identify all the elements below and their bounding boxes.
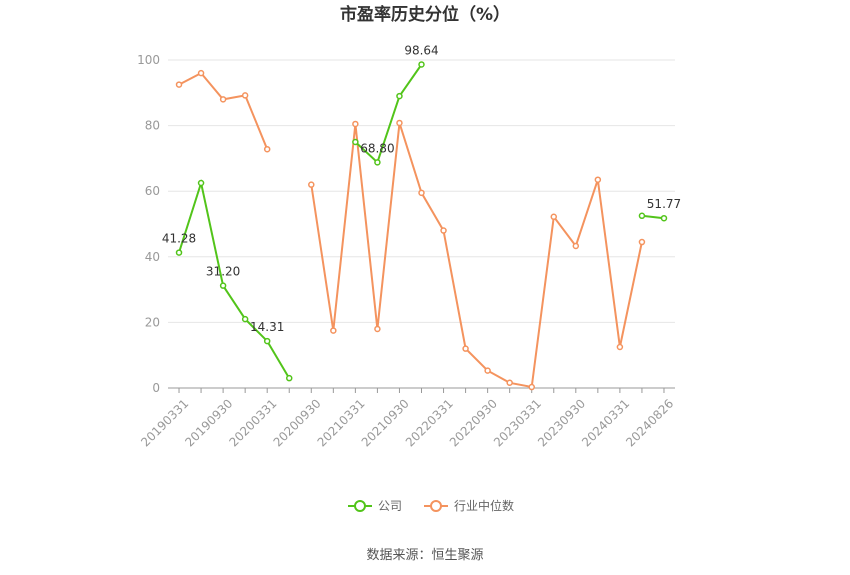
legend-label: 行业中位数 bbox=[454, 498, 514, 513]
data-point bbox=[175, 249, 183, 256]
data-point bbox=[484, 367, 491, 374]
data-point bbox=[638, 238, 646, 246]
data-label: 51.77 bbox=[647, 197, 681, 211]
y-tick-label: 40 bbox=[145, 250, 160, 264]
series-line bbox=[641, 214, 665, 220]
data-point bbox=[263, 145, 271, 153]
series-line bbox=[178, 179, 291, 379]
series-line bbox=[310, 122, 643, 389]
y-axis: 0 20 40 60 80 100 bbox=[137, 53, 160, 395]
data-point bbox=[462, 345, 469, 352]
data-label: 68.80 bbox=[360, 141, 394, 155]
data-point bbox=[330, 327, 337, 334]
data-point bbox=[197, 179, 205, 187]
data-point bbox=[528, 383, 535, 391]
data-point bbox=[219, 96, 227, 103]
data-label: 31.20 bbox=[206, 265, 240, 279]
data-point bbox=[440, 227, 447, 234]
data-point bbox=[197, 69, 205, 77]
chart-title: 市盈率历史分位（%） bbox=[340, 4, 510, 25]
data-point bbox=[241, 315, 249, 323]
legend-marker bbox=[354, 500, 366, 512]
data-point bbox=[396, 119, 403, 127]
legend-marker bbox=[430, 500, 442, 512]
series-line bbox=[178, 71, 269, 150]
legend-item[interactable]: 行业中位数 bbox=[424, 498, 514, 513]
y-tick-label: 80 bbox=[145, 119, 160, 133]
series-group bbox=[175, 61, 668, 391]
data-point bbox=[285, 374, 293, 382]
data-point bbox=[352, 120, 359, 128]
x-tick-label: 20240826 bbox=[623, 396, 676, 449]
data-point bbox=[572, 242, 580, 250]
data-label: 98.64 bbox=[404, 43, 438, 57]
legend-label: 公司 bbox=[378, 499, 402, 513]
data-point bbox=[374, 325, 381, 333]
data-labels: 41.28 31.20 14.31 68.80 98.64 51.77 bbox=[162, 43, 681, 334]
data-point bbox=[263, 337, 271, 345]
data-point bbox=[175, 81, 183, 88]
series-line bbox=[354, 63, 423, 165]
legend[interactable]: 公司 行业中位数 bbox=[348, 498, 514, 513]
data-label: 14.31 bbox=[250, 320, 284, 334]
data-point bbox=[374, 159, 381, 166]
y-tick-label: 60 bbox=[145, 184, 160, 198]
data-point bbox=[550, 213, 558, 221]
data-point bbox=[594, 176, 602, 183]
data-point bbox=[219, 282, 227, 289]
data-point bbox=[638, 212, 646, 220]
source-note: 数据来源：恒生聚源 bbox=[366, 548, 483, 563]
data-point bbox=[352, 138, 359, 146]
data-point bbox=[506, 379, 513, 387]
data-point bbox=[418, 61, 425, 68]
data-point bbox=[616, 343, 624, 351]
data-point bbox=[418, 189, 425, 197]
data-point bbox=[308, 181, 315, 188]
data-point bbox=[396, 92, 403, 100]
y-tick-label: 20 bbox=[145, 315, 160, 329]
legend-item[interactable]: 公司 bbox=[348, 499, 402, 513]
x-axis: 2019033120190930202003312020093020210331… bbox=[138, 387, 676, 450]
data-point bbox=[241, 92, 249, 99]
y-tick-label: 0 bbox=[152, 381, 160, 395]
data-label: 41.28 bbox=[162, 232, 196, 246]
y-tick-label: 100 bbox=[137, 53, 160, 67]
data-point bbox=[660, 214, 668, 222]
